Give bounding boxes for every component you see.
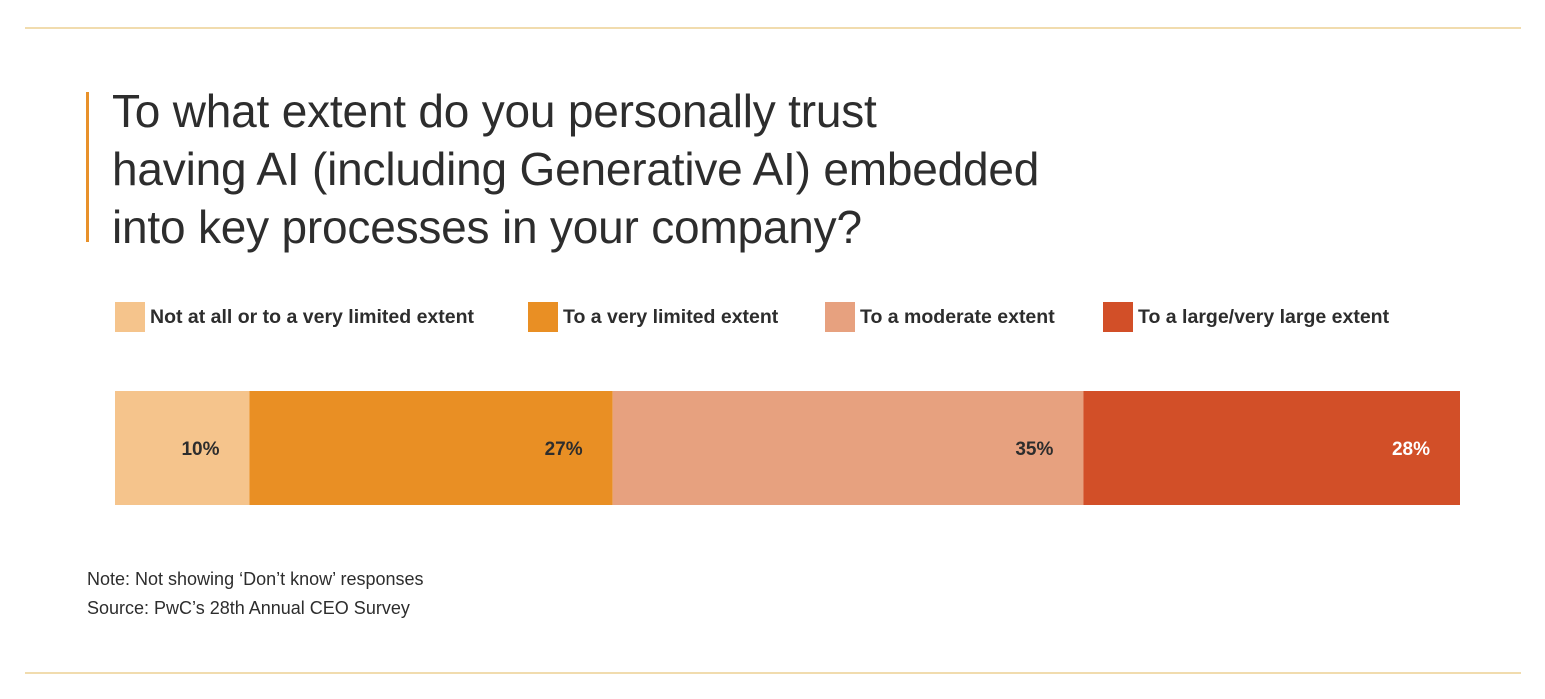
legend-label-very-limited: To a very limited extent <box>563 305 779 328</box>
legend-swatch-not-at-all <box>115 302 145 332</box>
legend-swatch-moderate <box>825 302 855 332</box>
note-text: Note: Not showing ‘Don’t know’ responses <box>87 569 424 589</box>
legend-swatch-very-limited <box>528 302 558 332</box>
bar-data-label-3: 35% <box>1015 439 1053 460</box>
bar-data-label-4: 28% <box>1392 439 1430 460</box>
chart-title-line-1: To what extent do you personally trust <box>112 85 877 137</box>
chart-legend: Not at all or to a very limited extent T… <box>115 302 1515 332</box>
legend-item-very-limited: To a very limited extent <box>528 302 778 332</box>
legend-item-moderate: To a moderate extent <box>825 302 1055 332</box>
legend-label-moderate: To a moderate extent <box>860 305 1055 328</box>
legend-swatch-large <box>1103 302 1133 332</box>
bar-segment-3 <box>612 391 1084 505</box>
chart-title-line-3: into key processes in your company? <box>112 201 862 253</box>
source-text: Source: PwC’s 28th Annual CEO Survey <box>87 598 410 618</box>
bar-segment-1 <box>115 391 250 505</box>
legend-label-large: To a large/very large extent <box>1138 305 1390 328</box>
bar-segment-2 <box>249 391 613 505</box>
bar-segment-4 <box>1083 391 1460 505</box>
legend-item-large: To a large/very large extent <box>1103 302 1389 332</box>
bottom-divider <box>25 672 1521 674</box>
legend-item-not-at-all: Not at all or to a very limited extent <box>115 302 474 332</box>
bar-data-label-2: 27% <box>545 439 583 460</box>
chart-title-line-2: having AI (including Generative AI) embe… <box>112 143 1040 195</box>
legend-label-not-at-all: Not at all or to a very limited extent <box>150 305 474 328</box>
chart-title: To what extent do you personally trust h… <box>112 82 1112 256</box>
chart-notes: Note: Not showing ‘Don’t know’ responses… <box>87 565 424 623</box>
title-accent-bar <box>86 92 89 242</box>
bar-data-label-1: 10% <box>181 439 219 460</box>
top-divider <box>25 27 1521 29</box>
